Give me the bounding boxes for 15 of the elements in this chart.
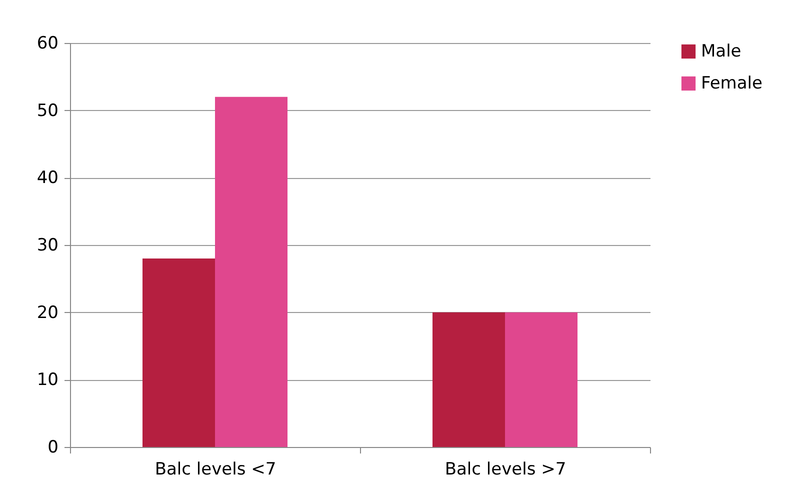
y-tick-label: 10 <box>36 370 58 390</box>
legend-label: Male <box>701 42 742 62</box>
bar <box>432 312 505 447</box>
x-tick-label: Balc levels <7 <box>154 460 276 480</box>
legend-label: Female <box>701 74 762 94</box>
bar <box>142 258 215 447</box>
y-tick-label: 30 <box>36 236 58 256</box>
bar <box>215 96 288 447</box>
bar <box>505 312 578 447</box>
x-tick-label: Balc levels >7 <box>444 460 566 480</box>
y-tick-label: 60 <box>36 34 58 54</box>
y-tick-label: 0 <box>48 438 58 458</box>
y-tick-label: 20 <box>36 302 58 323</box>
y-tick-label: 50 <box>36 100 58 121</box>
y-tick-label: 40 <box>36 168 58 188</box>
